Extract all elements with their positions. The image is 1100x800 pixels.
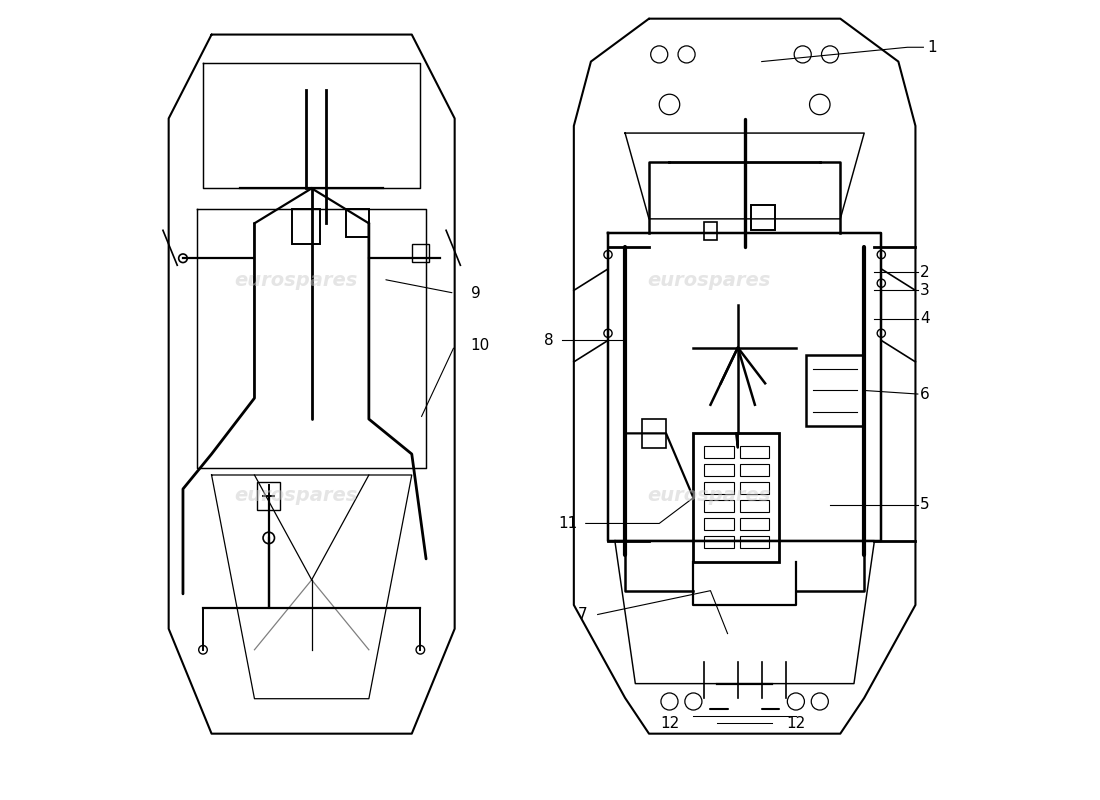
Bar bbox=[292, 210, 320, 244]
Bar bbox=[739, 518, 769, 530]
Text: 12: 12 bbox=[660, 716, 679, 730]
Bar bbox=[704, 482, 734, 494]
Text: 9: 9 bbox=[471, 286, 481, 301]
Text: 10: 10 bbox=[471, 338, 490, 353]
Text: 4: 4 bbox=[921, 311, 929, 326]
Text: eurospares: eurospares bbox=[234, 271, 358, 290]
Bar bbox=[704, 536, 734, 548]
Text: eurospares: eurospares bbox=[647, 486, 771, 505]
Bar bbox=[739, 482, 769, 494]
Bar bbox=[257, 482, 280, 510]
Bar bbox=[739, 536, 769, 548]
Text: eurospares: eurospares bbox=[234, 486, 358, 505]
Text: 6: 6 bbox=[921, 386, 929, 402]
Bar bbox=[806, 354, 865, 426]
Bar bbox=[704, 500, 734, 512]
Text: 1: 1 bbox=[927, 40, 937, 54]
Bar bbox=[693, 434, 779, 562]
Text: 5: 5 bbox=[921, 498, 929, 512]
Text: 7: 7 bbox=[578, 607, 587, 622]
Text: 3: 3 bbox=[921, 283, 929, 298]
Text: eurospares: eurospares bbox=[647, 271, 771, 290]
Text: 11: 11 bbox=[559, 516, 578, 531]
Bar bbox=[704, 518, 734, 530]
Bar bbox=[346, 210, 368, 238]
Bar bbox=[704, 222, 717, 240]
Text: 12: 12 bbox=[786, 716, 805, 730]
Bar bbox=[739, 446, 769, 458]
Bar bbox=[411, 244, 429, 262]
Bar bbox=[704, 446, 734, 458]
Bar bbox=[642, 419, 667, 448]
Text: 2: 2 bbox=[921, 265, 929, 280]
Bar bbox=[704, 464, 734, 476]
Bar bbox=[751, 205, 776, 230]
Bar bbox=[739, 500, 769, 512]
Bar bbox=[739, 464, 769, 476]
Text: 8: 8 bbox=[544, 333, 554, 348]
